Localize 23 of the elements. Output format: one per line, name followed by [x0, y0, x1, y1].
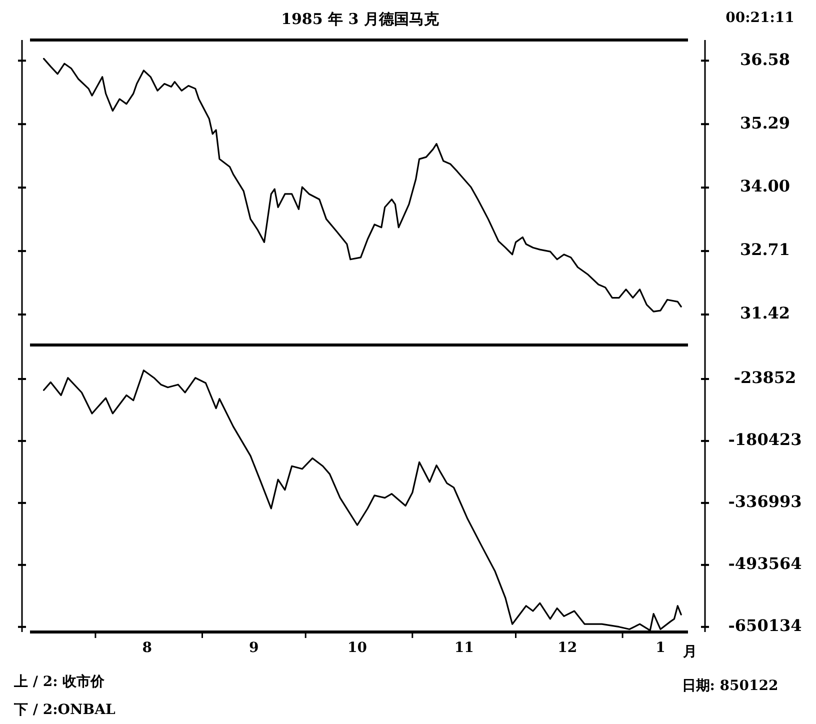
text: 下 / 2:ONBAL [13, 702, 116, 718]
x-tick-label: 8 [142, 640, 152, 656]
x-tick-label: 11 [454, 640, 474, 656]
text: 日期: 850122 [682, 678, 778, 694]
x-axis-title: 月 [682, 644, 697, 660]
y-tick-label: -493564 [728, 554, 802, 574]
y-tick-label: 31.42 [740, 304, 790, 323]
x-tick-label: 10 [348, 640, 368, 656]
y-tick-label: 35.29 [740, 113, 790, 132]
y-tick-label: -23852 [734, 368, 796, 388]
y-tick-label: -336993 [728, 492, 802, 512]
y-tick-label: 36.58 [740, 50, 790, 69]
x-tick-label: 12 [558, 640, 578, 656]
x-tick-label: 9 [249, 640, 259, 656]
text: 上 / 2: 收市价 [13, 673, 106, 690]
y-tick-label: -650134 [728, 616, 802, 636]
text: 00:21:11 [726, 10, 794, 26]
y-tick-label: -180423 [728, 430, 802, 450]
chart-title: 1985 年 3 月德国马克 [281, 10, 440, 28]
y-tick-label: 32.71 [740, 240, 790, 260]
y-tick-label: 34.00 [740, 176, 790, 196]
line-series [42, 58, 682, 312]
x-tick-label: 1 [656, 640, 666, 656]
